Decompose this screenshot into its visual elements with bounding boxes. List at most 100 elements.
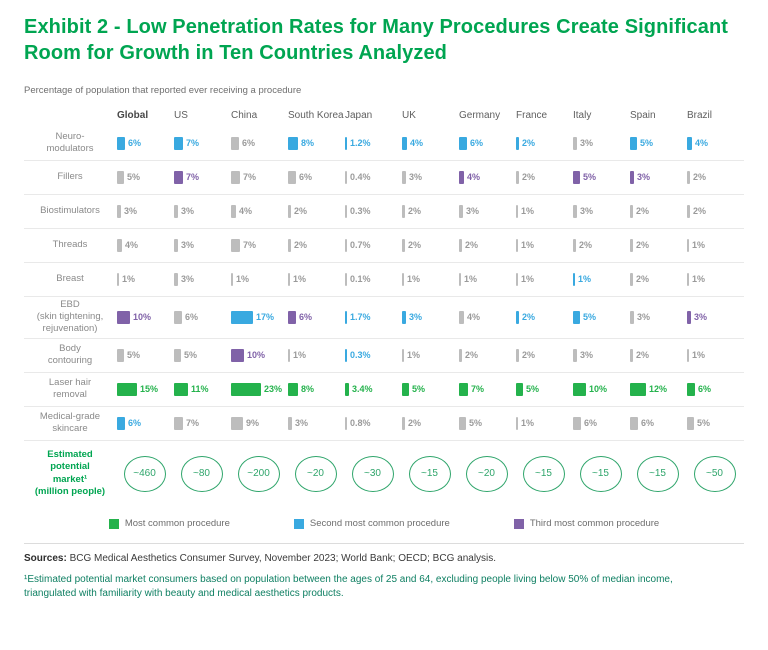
market-value-circle: ~15 [522,455,565,492]
procedure-label: Breast [56,273,84,285]
value-bar [174,204,178,218]
value-cell-spain: 2% [629,238,686,252]
value-cell-brazil: 4% [686,136,743,150]
value-cell-japan: 0.3% [344,348,401,362]
value-label: 6% [299,312,313,323]
procedure-label: EBD (skin tightening, rejuvenation) [36,298,104,335]
value-label: 6% [242,138,256,149]
value-label: 6% [641,418,655,429]
value-label: 7% [243,240,257,251]
value-bar [687,238,689,252]
value-cell-spain: 12% [629,382,686,396]
value-bar [459,238,462,252]
column-header-label: South Korea [288,109,344,121]
value-cell-uk: 2% [401,204,458,218]
value-bar [288,238,291,252]
procedure-label: Threads [52,239,88,251]
value-cell-germany: 1% [458,272,515,286]
value-cell-france: 2% [515,170,572,184]
value-label: 3% [409,312,423,323]
value-bar [630,204,633,218]
value-label: 1% [521,274,535,285]
value-label: 4% [467,172,481,183]
value-cell-global: 6% [116,136,173,150]
procedure-row-threads: Threads 4% 3% 7% 2% 0.7% 2% 2% 1% 2% 2% 1% [24,229,744,263]
value-cell-spain: 6% [629,416,686,430]
value-cell-south-korea: 2% [287,238,344,252]
market-row: Estimated potential market¹ (million peo… [24,441,744,504]
value-label: 0.7% [350,240,371,251]
value-label: 6% [128,138,142,149]
value-label: 0.3% [350,350,371,361]
value-label: 5% [583,312,597,323]
value-bar [288,310,296,324]
value-cell-japan: 0.4% [344,170,401,184]
value-bar [687,310,691,324]
market-value-circle: ~15 [408,455,451,492]
column-header-uk: UK [401,110,458,122]
value-label: 2% [579,240,593,251]
value-label: 2% [522,312,536,323]
market-value-circle: ~460 [123,455,166,492]
value-cell-uk: 2% [401,416,458,430]
value-cell-brazil: 2% [686,170,743,184]
legend-label: Third most common procedure [529,518,660,530]
value-label: 8% [301,138,315,149]
value-bar [288,348,290,362]
legend-item-most-common-procedure: Most common procedure [108,518,230,529]
value-bar [516,238,518,252]
value-cell-china: 9% [230,416,287,430]
value-label: 5% [640,138,654,149]
column-header-spain: Spain [629,110,686,122]
column-header-label: Global [117,109,149,121]
value-label: 1% [407,350,421,361]
value-bar [402,238,405,252]
value-bar [573,416,581,430]
value-bar [516,136,519,150]
procedure-row-fillers: Fillers 5% 7% 7% 6% 0.4% 3% 4% 2% 5% 3% 2% [24,161,744,195]
value-cell-japan: 1.2% [344,136,401,150]
value-bar [345,348,347,362]
market-value-circle: ~20 [465,455,508,492]
value-bar [231,416,243,430]
value-bar [630,238,633,252]
value-bar [288,204,291,218]
value-cell-brazil: 1% [686,238,743,252]
value-bar [231,272,233,286]
value-cell-japan: 0.1% [344,272,401,286]
value-bar [402,382,409,396]
value-cell-global: 3% [116,204,173,218]
value-cell-global: 5% [116,170,173,184]
value-bar [630,382,646,396]
value-cell-italy: 5% [572,170,629,184]
value-label: 0.8% [350,418,371,429]
market-row-label: Estimated potential market¹ (million peo… [34,448,106,497]
value-label: 7% [471,384,485,395]
exhibit-subtitle: Percentage of population that reported e… [24,84,302,96]
value-bar [174,136,183,150]
value-bar [516,382,523,396]
value-cell-spain: 3% [629,170,686,184]
value-label: 7% [186,138,200,149]
value-bar [174,272,178,286]
value-label: 3% [637,312,651,323]
value-label: 3% [295,418,309,429]
value-cell-uk: 4% [401,136,458,150]
value-cell-south-korea: 3% [287,416,344,430]
value-label: 4% [695,138,709,149]
market-value-circle: ~15 [636,455,679,492]
column-header-label: Spain [630,109,656,121]
legend-item-third-most-common-procedure: Third most common procedure [513,518,660,530]
value-bar [459,310,464,324]
value-cell-italy: 1% [572,272,629,286]
value-bar [402,348,404,362]
value-label: 3% [580,138,594,149]
value-bar [117,136,125,150]
column-header-label: UK [402,109,416,121]
value-bar [117,348,124,362]
value-bar [345,382,349,396]
value-cell-brazil: 2% [686,204,743,218]
value-bar [288,272,290,286]
value-label: 5% [412,384,426,395]
column-header-label: Brazil [687,109,713,121]
